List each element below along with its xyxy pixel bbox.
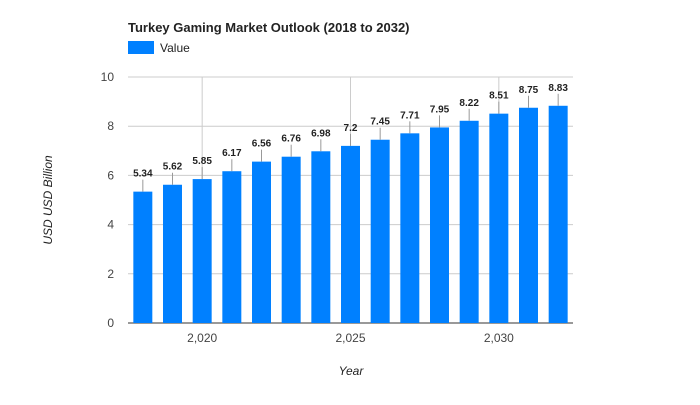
bar[interactable] (459, 120, 479, 324)
bar[interactable] (222, 171, 242, 323)
y-tick-label: 8 (107, 119, 114, 133)
data-label: 8.51 (489, 91, 509, 102)
y-tick-label: 10 (101, 70, 115, 84)
y-tick-label: 0 (107, 316, 114, 330)
bar[interactable] (311, 151, 331, 323)
bar[interactable] (548, 105, 568, 323)
y-tick-label: 6 (107, 168, 114, 182)
data-label: 6.98 (311, 128, 331, 139)
bar[interactable] (341, 145, 360, 323)
x-tick-label: 2,025 (335, 331, 365, 345)
bar[interactable] (133, 191, 153, 323)
legend: Value (128, 41, 190, 55)
bars-layer (133, 105, 568, 324)
bar[interactable] (489, 113, 509, 324)
data-label: 6.17 (222, 148, 242, 159)
x-axis-title: Year (339, 364, 365, 378)
bar[interactable] (400, 133, 420, 323)
data-label: 8.75 (519, 85, 539, 96)
bar[interactable] (519, 107, 538, 323)
bar[interactable] (370, 139, 390, 323)
bar[interactable] (252, 161, 271, 323)
data-label: 7.95 (430, 104, 450, 115)
x-tick-label: 2,020 (187, 331, 217, 345)
data-label: 6.56 (252, 139, 272, 150)
axis-layer: 0 2 4 6 8 10 2,020 2,025 2,030 (101, 70, 515, 345)
data-label: 7.45 (370, 117, 390, 128)
bar[interactable] (163, 184, 182, 323)
data-label: 5.34 (133, 169, 153, 180)
legend-swatch (128, 41, 154, 54)
y-tick-label: 4 (107, 218, 114, 232)
bar[interactable] (430, 127, 449, 324)
bar[interactable] (281, 156, 301, 323)
data-label: 8.22 (459, 98, 479, 109)
data-label: 7.71 (400, 110, 420, 121)
chart-title: Turkey Gaming Market Outlook (2018 to 20… (128, 20, 410, 35)
bar[interactable] (192, 179, 212, 323)
data-label: 8.83 (548, 83, 568, 94)
y-axis-title: USD USD Billion (41, 155, 55, 245)
data-label: 5.85 (192, 156, 212, 167)
data-labels-layer: 5.34 5.62 5.85 6.17 6.56 6.76 6.98 7.2 7.45 7.71 7… (133, 83, 568, 192)
data-label: 6.76 (281, 134, 301, 145)
data-label: 5.62 (163, 162, 183, 173)
legend-label: Value (160, 41, 190, 55)
y-tick-label: 2 (107, 267, 114, 281)
data-label: 7.2 (344, 123, 358, 134)
x-tick-label: 2,030 (484, 331, 514, 345)
